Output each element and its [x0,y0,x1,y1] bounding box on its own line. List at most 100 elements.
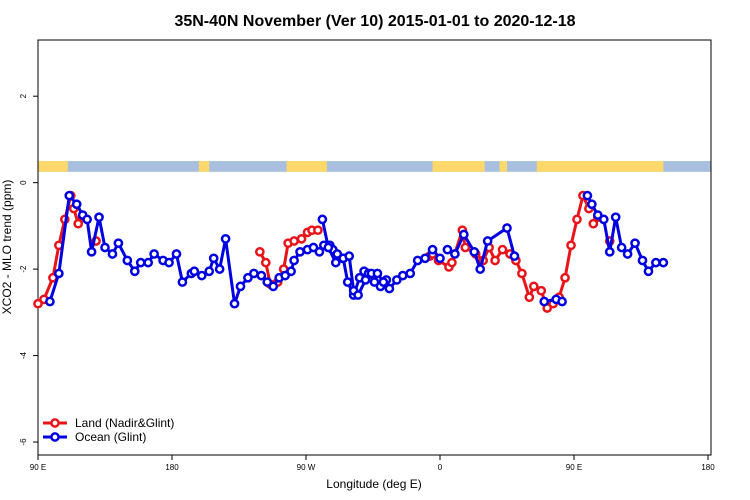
data-point [100,242,110,253]
data-point [582,190,593,201]
series [45,190,669,309]
x-axis-label: Longitude (deg E) [326,477,421,491]
land-segment [432,161,485,172]
x-tick-label: 90 E [566,463,582,472]
data-point [360,275,371,285]
data-point [235,281,246,292]
legend-label: Ocean (Glint) [75,430,146,444]
x-tick-label: 0 [438,463,443,472]
x-tick-label: 90 E [30,463,46,472]
data-point [164,257,174,268]
land-segment [286,161,327,172]
legend-marker [50,418,60,428]
data-point [509,251,520,261]
data-point [149,249,159,259]
data-point [412,255,423,266]
data-point [317,214,328,225]
data-point [94,212,104,223]
data-point [256,270,267,281]
data-point [475,264,486,274]
x-tick-label: 180 [165,463,179,472]
data-point [353,290,363,300]
data-point [560,272,570,283]
data-point [372,268,383,279]
axes: 90 E 180 90 W 0 90 E 180 2 0 -2 -4 -6 [19,39,715,472]
y-axis-label: XCO2 - MLO trend (ppm) [0,180,14,315]
data-point [295,246,305,257]
y-tick-label: -6 [19,438,28,446]
data-point [384,283,395,294]
data-point [405,268,416,279]
x-tick-label: 180 [701,463,715,472]
data-point [610,212,621,223]
data-point [243,272,253,283]
data-point [177,277,188,287]
data-point [268,281,279,292]
x-tick-label: 90 W [297,463,316,472]
data-point [592,210,603,220]
data-point [332,249,343,259]
data-point [189,266,200,277]
data-point [260,257,271,268]
data-point [64,190,75,201]
plot-frame [37,39,712,456]
data-point [286,266,296,277]
data-point [658,257,669,268]
data-point [296,234,307,244]
data-point [391,275,402,285]
data-point [490,255,500,266]
data-point [129,266,140,277]
data-point [497,244,508,255]
series-layer [33,190,669,313]
data-point [289,236,299,246]
data-point [214,264,225,274]
data-point [308,242,319,253]
land-segment [499,161,507,172]
land-segment [536,161,664,172]
data-point [482,236,493,246]
land-ocean-strip [38,161,711,172]
data-point [588,218,599,229]
data-point [249,268,259,279]
data-point [220,234,231,244]
data-point [171,249,182,259]
legend: Land (Nadir&Glint)Ocean (Glint) [43,416,174,444]
data-point [369,277,380,287]
data-point [45,296,55,307]
data-point [122,255,133,266]
legend-marker [50,432,60,442]
data-point [637,255,648,266]
data-point [196,270,207,281]
y-tick-label: -2 [19,265,28,273]
data-point [604,246,615,257]
data-point [427,244,438,255]
ocean-strip [38,161,711,172]
data-point [113,238,124,249]
data-point [73,218,84,229]
y-tick-label: 2 [19,93,28,98]
data-point [447,257,457,268]
data-point [616,242,627,253]
data-point [289,255,299,266]
data-point [524,292,535,303]
data-point [342,277,353,287]
land-segment [38,161,68,172]
legend-label: Land (Nadir&Glint) [75,416,174,430]
data-point [204,266,215,277]
data-point [53,268,64,279]
data-point [262,277,273,287]
data-point [587,199,597,210]
data-point [420,253,430,264]
data-point [458,229,469,240]
data-point [254,246,265,257]
y-tick-label: 0 [19,180,28,185]
data-point [280,270,291,281]
data-point [208,253,219,264]
data-point [435,253,445,264]
data-point [71,199,82,210]
data-point [630,238,640,249]
data-point [450,249,460,259]
data-point [82,214,92,225]
data-point [397,270,408,281]
